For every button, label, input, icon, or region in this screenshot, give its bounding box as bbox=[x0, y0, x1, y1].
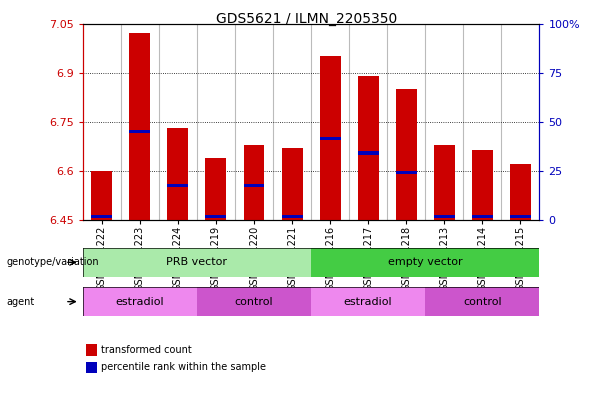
Text: estradiol: estradiol bbox=[344, 297, 392, 307]
Bar bbox=[434, 215, 455, 218]
Bar bbox=[425, 287, 539, 316]
Bar bbox=[281, 215, 303, 218]
Text: empty vector: empty vector bbox=[388, 257, 463, 267]
Text: agent: agent bbox=[6, 297, 34, 307]
Bar bbox=[396, 171, 417, 174]
Bar bbox=[129, 130, 150, 133]
Text: genotype/variation: genotype/variation bbox=[6, 257, 99, 267]
Bar bbox=[83, 248, 311, 277]
Bar bbox=[197, 287, 311, 316]
Bar bbox=[281, 148, 303, 220]
Text: control: control bbox=[463, 297, 501, 307]
Bar bbox=[358, 151, 379, 154]
Bar bbox=[472, 150, 493, 220]
Bar bbox=[167, 184, 188, 187]
Bar bbox=[472, 215, 493, 218]
Bar bbox=[319, 137, 341, 140]
Bar bbox=[311, 287, 425, 316]
Bar bbox=[83, 287, 197, 316]
Bar bbox=[434, 145, 455, 220]
Text: GDS5621 / ILMN_2205350: GDS5621 / ILMN_2205350 bbox=[216, 12, 397, 26]
Bar bbox=[510, 164, 531, 220]
Bar bbox=[319, 56, 341, 220]
Bar bbox=[129, 33, 150, 220]
Text: percentile rank within the sample: percentile rank within the sample bbox=[101, 362, 266, 373]
Bar bbox=[91, 215, 112, 218]
Text: control: control bbox=[235, 297, 273, 307]
Bar bbox=[205, 215, 226, 218]
Bar bbox=[510, 215, 531, 218]
Bar bbox=[243, 145, 264, 220]
Text: PRB vector: PRB vector bbox=[166, 257, 227, 267]
Text: estradiol: estradiol bbox=[115, 297, 164, 307]
Bar bbox=[311, 248, 539, 277]
Bar bbox=[91, 171, 112, 220]
Bar bbox=[243, 184, 264, 187]
Bar bbox=[396, 89, 417, 220]
Text: transformed count: transformed count bbox=[101, 345, 192, 355]
Bar bbox=[167, 129, 188, 220]
Bar bbox=[358, 76, 379, 220]
Bar bbox=[205, 158, 226, 220]
